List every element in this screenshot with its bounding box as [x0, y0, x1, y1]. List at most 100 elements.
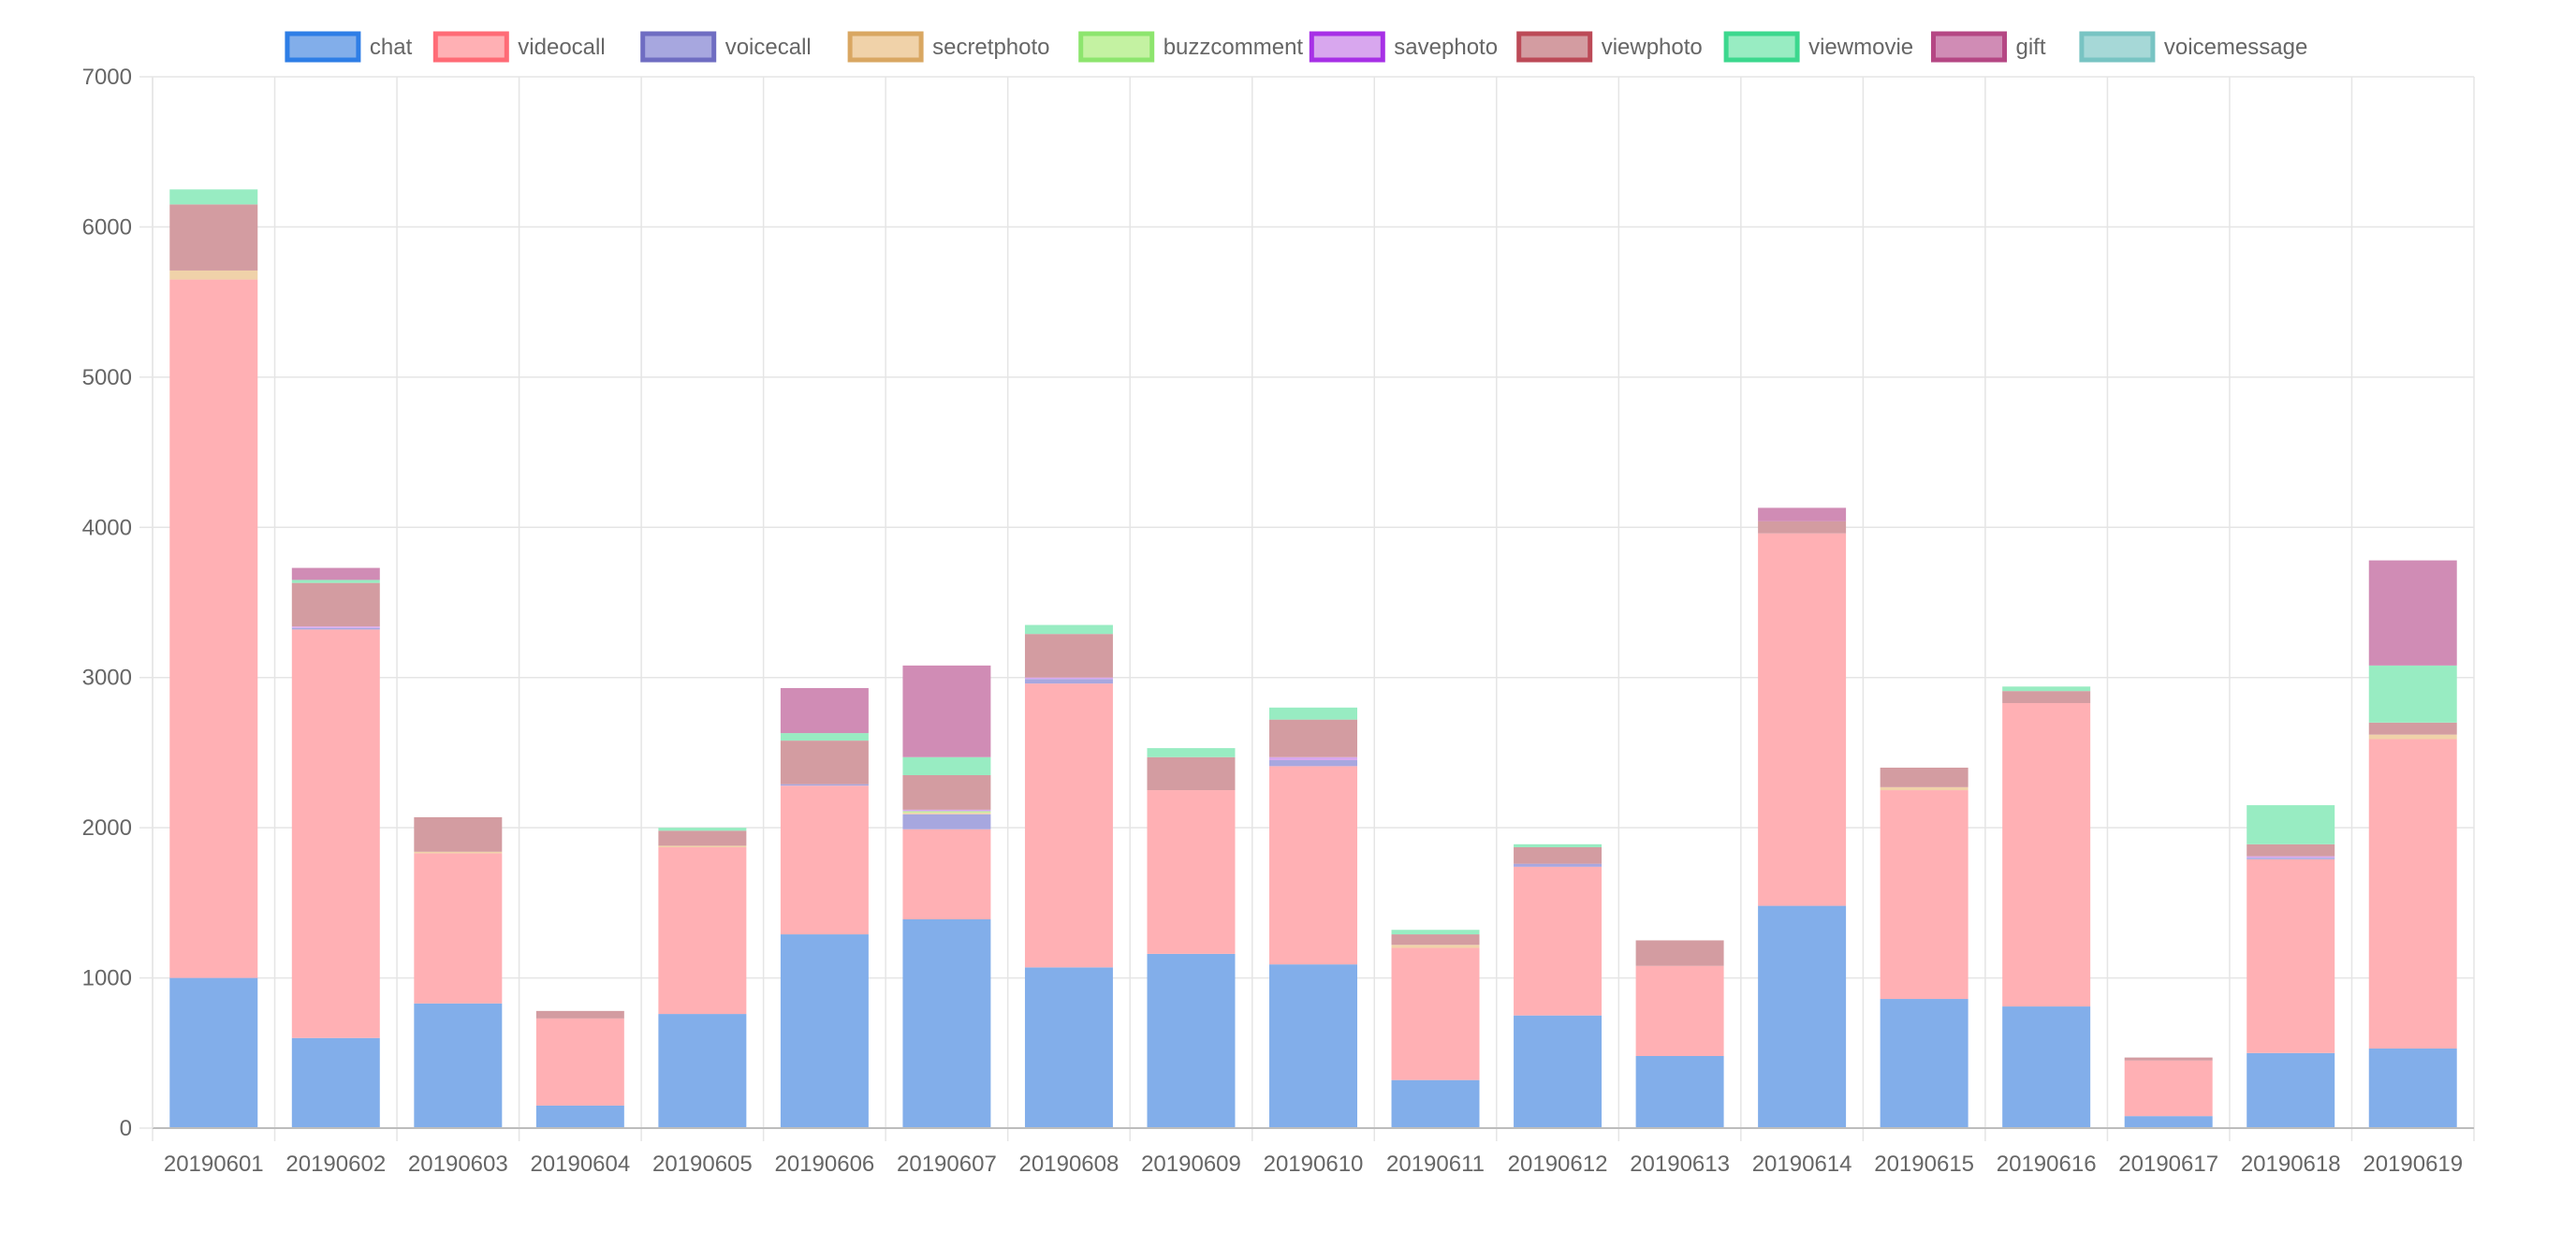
bar-segment-chat: [902, 919, 991, 1128]
bar-segment-viewphoto: [2368, 722, 2457, 735]
y-tick-label: 6000: [82, 214, 132, 240]
bar-segment-viewmovie: [1024, 624, 1113, 635]
bar-segment-secretphoto: [2368, 734, 2457, 740]
legend-item-viewphoto[interactable]: viewphoto: [1516, 31, 1703, 63]
legend-item-chat[interactable]: chat: [285, 31, 413, 63]
bar-segment-secretphoto: [658, 845, 747, 847]
bar-segment-viewmovie: [902, 756, 991, 775]
legend-label: gift: [2016, 35, 2046, 60]
bar-segment-chat: [169, 977, 258, 1128]
legend-item-buzzcomment[interactable]: buzzcomment: [1078, 31, 1304, 63]
bar-segment-viewphoto: [2002, 691, 2091, 703]
legend-item-viewmovie[interactable]: viewmovie: [1723, 31, 1913, 63]
bar-segment-chat: [1024, 967, 1113, 1128]
legend-swatch: [847, 31, 924, 63]
legend-item-secretphoto[interactable]: secretphoto: [847, 31, 1050, 63]
x-tick-label: 20190612: [1508, 1152, 1608, 1177]
bar-segment-viewmovie: [1514, 844, 1603, 847]
legend-label: secretphoto: [932, 35, 1049, 60]
bar-segment-viewphoto: [414, 816, 503, 852]
bar-segment-gift: [780, 687, 869, 734]
legend-swatch: [432, 31, 509, 63]
x-tick-label: 20190618: [2241, 1152, 2341, 1177]
legend-swatch: [1516, 31, 1593, 63]
y-tick-label: 5000: [82, 365, 132, 390]
legend-label: viewphoto: [1602, 35, 1703, 60]
chart-grid: [152, 76, 2475, 1141]
bar-segment-chat: [2368, 1048, 2457, 1128]
bar-segment-videocall: [1758, 533, 1847, 906]
bar-segment-chat: [2124, 1116, 2213, 1128]
x-tick-label: 20190616: [1997, 1152, 2097, 1177]
bar-segment-videocall: [2368, 739, 2457, 1049]
bar-segment-videocall: [1269, 766, 1357, 965]
legend-item-gift[interactable]: gift: [1931, 31, 2046, 63]
legend-swatch: [1931, 31, 2007, 63]
chart-axes: 0 1000 2000 3000 4000 5000 6000 7000 20190601 201…: [82, 65, 2474, 1177]
bar-segment-secretphoto: [902, 813, 991, 814]
bar-segment-gift: [1758, 507, 1847, 521]
bar-segment-viewphoto: [1147, 756, 1236, 791]
bar-segment-viewphoto: [535, 1010, 624, 1019]
bar-segment-chat: [414, 1003, 503, 1128]
bar-segment-secretphoto: [169, 270, 258, 280]
bar-segment-viewmovie: [780, 733, 869, 741]
bar-segment-gift: [2368, 560, 2457, 666]
bar-segment-videocall: [902, 829, 991, 920]
bar-segment-secretphoto: [1880, 786, 1969, 791]
legend-label: videocall: [518, 35, 605, 60]
bar-segment-viewmovie: [2002, 686, 2091, 692]
bar-segment-videocall: [414, 853, 503, 1004]
y-tick-label: 2000: [82, 815, 132, 841]
legend-swatch: [1309, 31, 1385, 63]
x-tick-label: 20190604: [530, 1152, 630, 1177]
x-tick-label: 20190613: [1630, 1152, 1730, 1177]
bar-segment-chat: [291, 1037, 380, 1128]
x-tick-label: 20190605: [652, 1152, 753, 1177]
bar-segment-videocall: [535, 1018, 624, 1106]
legend-item-savephoto[interactable]: savephoto: [1309, 31, 1498, 63]
legend-item-videocall[interactable]: videocall: [432, 31, 606, 63]
y-tick-label: 4000: [82, 515, 132, 540]
bar-segment-savephoto: [1024, 677, 1113, 680]
bar-segment-viewphoto: [2124, 1057, 2213, 1061]
bar-segment-videocall: [780, 785, 869, 935]
bar-segment-secretphoto: [414, 851, 503, 854]
legend-label: viewmovie: [1808, 35, 1913, 60]
bar-segment-videocall: [291, 629, 380, 1038]
bar-segment-videocall: [2124, 1060, 2213, 1117]
bar-segment-chat: [780, 934, 869, 1128]
bar-segment-viewphoto: [1880, 767, 1969, 787]
legend-label: voicemessage: [2164, 35, 2307, 60]
bar-segment-voicecall: [1514, 863, 1603, 867]
legend-swatch: [285, 31, 361, 63]
x-tick-label: 20190607: [897, 1152, 997, 1177]
x-tick-label: 20190610: [1264, 1152, 1364, 1177]
bar-segment-viewphoto: [780, 741, 869, 785]
legend-item-voicecall[interactable]: voicecall: [640, 31, 812, 63]
legend-swatch: [1723, 31, 1800, 63]
bar-segment-videocall: [1880, 790, 1969, 1000]
bar-segment-viewphoto: [169, 204, 258, 271]
bar-segment-chat: [2002, 1006, 2091, 1128]
bar-segment-videocall: [1391, 947, 1480, 1080]
bar-segment-secretphoto: [1391, 945, 1480, 948]
y-tick-label: 7000: [82, 65, 132, 90]
bar-segment-savephoto: [1269, 756, 1357, 760]
bar-segment-viewphoto: [902, 774, 991, 810]
bar-segment-viewmovie: [658, 828, 747, 831]
bar-segment-savephoto: [291, 626, 380, 628]
bar-segment-chat: [1514, 1015, 1603, 1128]
bar-segment-videocall: [1514, 866, 1603, 1016]
x-tick-label: 20190608: [1019, 1152, 1120, 1177]
bar-segment-chat: [1147, 953, 1236, 1128]
y-tick-label: 0: [120, 1116, 132, 1141]
bar-segment-voicecall: [2247, 858, 2335, 859]
bar-segment-gift: [902, 665, 991, 757]
x-tick-label: 20190614: [1752, 1152, 1852, 1177]
legend-item-voicemessage[interactable]: voicemessage: [2079, 31, 2307, 63]
bar-segment-videocall: [2002, 702, 2091, 1007]
legend-swatch: [1078, 31, 1155, 63]
legend-label: chat: [370, 35, 413, 60]
legend-label: buzzcomment: [1164, 35, 1304, 60]
